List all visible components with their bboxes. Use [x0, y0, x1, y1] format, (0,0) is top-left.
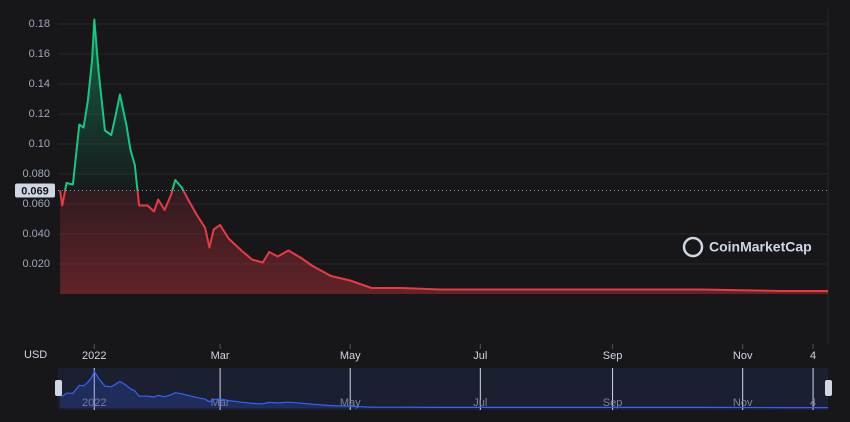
- navigator-line: [59, 370, 828, 409]
- price-area: [60, 19, 829, 294]
- x-tick-label: 2022: [82, 350, 106, 362]
- current-price-label: 0.069: [21, 185, 49, 197]
- x-tick-label: May: [340, 350, 361, 362]
- y-tick-label: 0.14: [29, 78, 50, 90]
- unit-label: USD: [24, 349, 47, 361]
- current-price-badge: [15, 183, 55, 198]
- watermark: CoinMarketCap: [682, 236, 812, 258]
- y-tick-label: 0.16: [29, 48, 50, 60]
- navigator-tick-label: Nov: [733, 397, 753, 409]
- price-line: [59, 18, 828, 292]
- y-tick-label: 0.060: [22, 198, 50, 210]
- navigator-tick-label: Jul: [473, 397, 487, 409]
- x-tick-label: Mar: [211, 350, 230, 362]
- navigator-tick-label: 2022: [82, 397, 106, 409]
- watermark-text: CoinMarketCap: [709, 239, 812, 255]
- navigator-handle[interactable]: [825, 380, 832, 396]
- y-tick-label: 0.040: [22, 228, 50, 240]
- x-tick-label: Nov: [733, 350, 753, 362]
- y-tick-label: 0.12: [29, 108, 50, 120]
- x-tick-label: 4: [810, 350, 816, 362]
- navigator-area: [60, 371, 829, 408]
- navigator-handle[interactable]: [55, 380, 62, 396]
- navigator[interactable]: [58, 368, 828, 410]
- y-tick-label: 0.080: [22, 168, 50, 180]
- y-tick-label: 0.18: [29, 18, 50, 30]
- watermark-logo: [682, 236, 704, 258]
- x-tick-label: Sep: [603, 350, 623, 362]
- y-tick-label: 0.020: [22, 258, 50, 270]
- navigator-tick-label: 4: [810, 397, 816, 409]
- y-tick-label: 0.10: [29, 138, 50, 150]
- x-tick-label: Jul: [473, 350, 487, 362]
- navigator-tick-label: Sep: [603, 397, 623, 409]
